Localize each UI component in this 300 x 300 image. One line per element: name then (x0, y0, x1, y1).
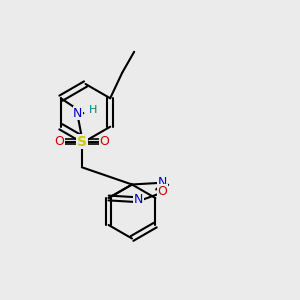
Text: O: O (99, 135, 109, 148)
Text: O: O (158, 185, 167, 198)
Text: N: N (157, 176, 167, 190)
Text: N: N (134, 193, 143, 206)
Text: H: H (89, 105, 97, 115)
Text: S: S (77, 135, 87, 149)
Text: N: N (73, 107, 83, 120)
Text: O: O (54, 135, 64, 148)
